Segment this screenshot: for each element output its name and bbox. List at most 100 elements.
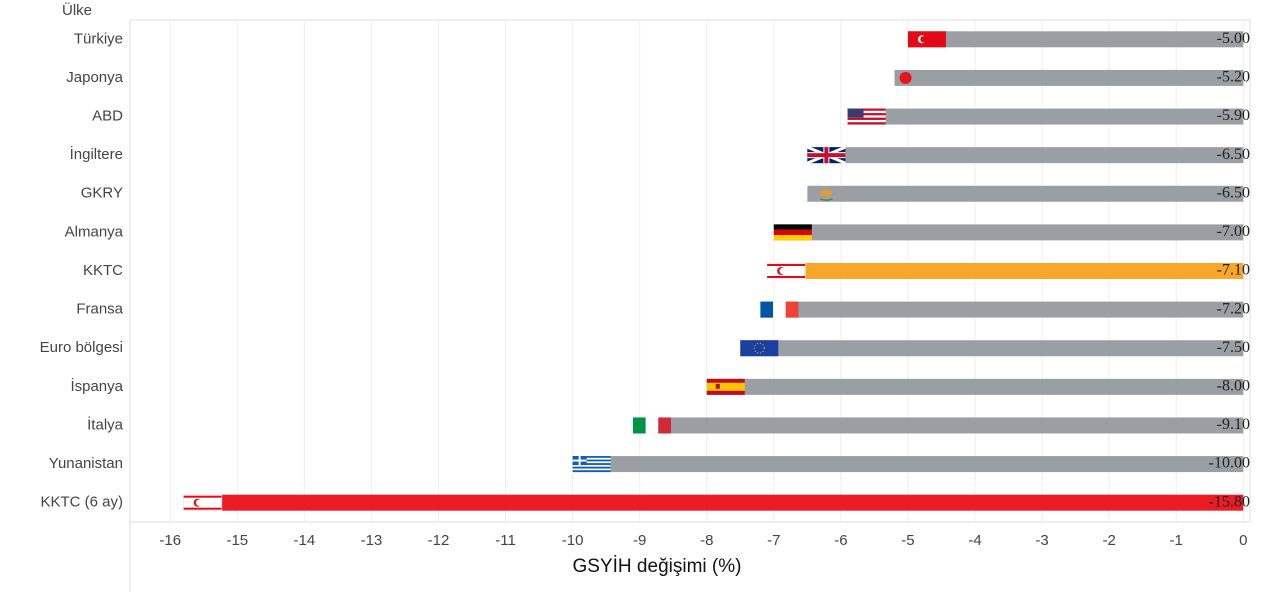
y-tick-label: Fransa — [76, 301, 123, 318]
flag-part — [572, 461, 611, 464]
x-tick-label: -14 — [294, 532, 316, 549]
flag-part — [847, 117, 886, 120]
flag-part — [785, 301, 799, 318]
bar — [807, 147, 1244, 164]
flag-part — [767, 264, 806, 266]
y-tick-label: Almanya — [65, 223, 124, 240]
flag-part — [572, 459, 587, 462]
y-tick-label: GKRY — [81, 185, 123, 202]
x-tick-label: -5 — [901, 532, 914, 549]
bar — [632, 417, 1244, 434]
flag-part — [766, 262, 806, 280]
bar — [572, 456, 1244, 473]
flag-part — [847, 108, 864, 118]
y-tick-label: Japonya — [66, 69, 123, 86]
flag-part — [632, 417, 646, 434]
value-label: -15.80 — [1209, 493, 1250, 510]
value-label: -10.00 — [1209, 455, 1250, 472]
flag-part — [572, 463, 611, 465]
x-tick-label: -11 — [495, 532, 516, 549]
x-tick-label: -2 — [1102, 532, 1115, 549]
flag-part — [658, 417, 671, 434]
value-label: -7.10 — [1217, 262, 1250, 279]
flag-part — [920, 36, 927, 43]
x-tick-label: 0 — [1239, 532, 1247, 549]
flag-part — [847, 108, 886, 111]
bar — [807, 185, 1244, 202]
flag-part — [645, 417, 659, 434]
x-tick-label: -15 — [226, 532, 248, 549]
y-tick-label: KKTC — [83, 262, 123, 279]
flag-part — [847, 115, 886, 118]
value-label: -6.50 — [1217, 184, 1250, 201]
flag-part — [195, 499, 203, 506]
y-tick-label: İngiltere — [70, 145, 123, 163]
flag-part — [183, 495, 222, 498]
x-tick-label: -9 — [633, 532, 646, 549]
flag-part — [572, 459, 611, 462]
flag-part — [820, 189, 833, 196]
bar — [847, 108, 1244, 125]
flag-part — [572, 464, 611, 467]
flag-part — [706, 378, 745, 383]
flag-part — [572, 466, 611, 469]
flag-part — [847, 110, 886, 114]
bar — [907, 31, 1244, 48]
x-tick-label: -1 — [1170, 532, 1183, 549]
x-tick-label: -10 — [562, 532, 584, 549]
value-label: -5.90 — [1217, 107, 1250, 124]
x-tick-label: -4 — [968, 532, 981, 549]
flag-part — [706, 386, 745, 391]
value-label: -8.00 — [1217, 378, 1250, 395]
flag-part — [715, 383, 720, 389]
flag-part — [706, 382, 745, 387]
flag-part — [753, 342, 765, 354]
flag-part — [899, 71, 912, 84]
y-tick-label: ABD — [92, 108, 123, 125]
flag-part — [760, 301, 774, 318]
value-label: -6.50 — [1217, 146, 1250, 163]
flag-part — [740, 340, 779, 357]
flag-part — [773, 224, 812, 230]
flag-part — [907, 31, 946, 48]
flag-part — [572, 470, 611, 473]
flag-part — [773, 229, 812, 236]
y-tick-label: İspanya — [70, 377, 123, 395]
flag-part — [779, 267, 786, 275]
bar — [740, 340, 1244, 357]
y-tick-label: Euro bölgesi — [40, 339, 123, 356]
flag-part — [767, 276, 806, 278]
value-label: -7.50 — [1217, 339, 1250, 356]
y-tick-label: KKTC (6 ay) — [40, 494, 123, 511]
flag-part — [706, 390, 745, 395]
value-label: -9.10 — [1217, 416, 1250, 433]
x-tick-label: -8 — [700, 532, 713, 549]
bar — [760, 301, 1244, 318]
y-tick-label: İtalya — [87, 415, 124, 433]
y-axis-title: Ülke — [62, 1, 92, 19]
flag-part — [847, 119, 886, 123]
value-label: -5.00 — [1217, 30, 1250, 47]
y-tick-label: Yunanistan — [49, 455, 123, 472]
y-tick-label: Türkiye — [74, 30, 123, 47]
bar — [773, 224, 1244, 241]
flag-part — [572, 468, 611, 471]
flag-part — [820, 198, 833, 202]
flag-part — [824, 147, 829, 164]
bar — [183, 494, 1244, 511]
flag-part — [847, 122, 886, 125]
flag-part — [572, 457, 611, 460]
x-axis-title: GSYİH değişimi (%) — [573, 556, 742, 577]
flag-part — [183, 494, 223, 512]
flag-part — [183, 507, 222, 510]
flag-part — [847, 113, 886, 116]
flag-part — [773, 301, 786, 318]
value-label: -7.20 — [1217, 300, 1250, 317]
flag-part — [572, 456, 611, 458]
x-tick-label: -7 — [767, 532, 780, 549]
x-tick-label: -3 — [1035, 532, 1048, 549]
bar — [706, 378, 1244, 395]
flag-part — [773, 235, 812, 241]
bar — [894, 69, 1244, 86]
